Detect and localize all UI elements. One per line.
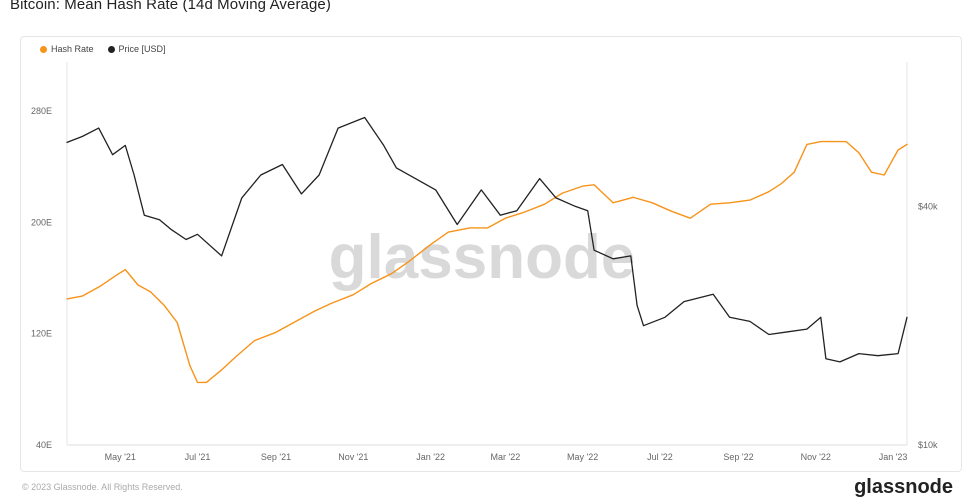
x-tick-label: May '22 [567, 452, 598, 462]
x-tick-label: Nov '21 [338, 452, 368, 462]
y-right-tick-label: $10k [918, 440, 938, 450]
x-tick-label: Sep '22 [723, 452, 753, 462]
x-tick-label: Mar '22 [491, 452, 521, 462]
x-tick-label: May '21 [105, 452, 136, 462]
y-left-tick-label: 40E [36, 440, 52, 450]
price-line [66, 116, 908, 363]
brand-logo-text: glassnode [854, 476, 953, 498]
legend-label-hash-rate: Hash Rate [51, 44, 94, 54]
legend-dot-price [107, 45, 115, 53]
x-tick-label: Nov '22 [801, 452, 831, 462]
legend-dot-hash-rate [40, 45, 47, 53]
hash-rate-line [66, 140, 908, 384]
x-tick-label: Sep '21 [261, 452, 291, 462]
x-tick-label: Jan '23 [879, 452, 908, 462]
chart-title: Bitcoin: Mean Hash Rate (14d Moving Aver… [10, 0, 331, 13]
x-tick-label: Jan '22 [416, 452, 445, 462]
x-tick-label: Jul '22 [647, 452, 673, 462]
y-left-tick-label: 280E [31, 106, 52, 116]
y-left-tick-label: 200E [31, 217, 52, 227]
legend-item-price[interactable]: Price [USD] [107, 44, 166, 54]
chart-legend: Hash Rate Price [USD] [40, 44, 166, 54]
legend-item-hash-rate[interactable]: Hash Rate [40, 44, 94, 54]
copyright-text: © 2023 Glassnode. All Rights Reserved. [22, 482, 183, 492]
y-right-tick-label: $40k [918, 201, 938, 211]
watermark-text: glassnode [329, 223, 636, 292]
x-tick-label: Jul '21 [185, 452, 211, 462]
chart-panel [20, 36, 962, 472]
legend-label-price: Price [USD] [118, 44, 166, 54]
y-left-tick-label: 120E [31, 329, 52, 339]
